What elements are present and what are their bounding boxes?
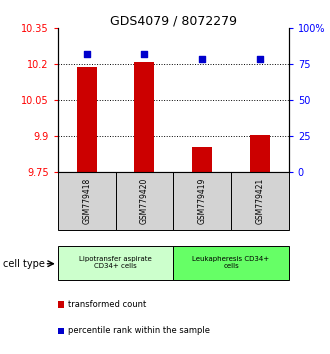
Bar xyxy=(58,328,64,334)
Text: GSM779418: GSM779418 xyxy=(82,178,91,224)
Text: GSM779421: GSM779421 xyxy=(255,178,264,224)
Bar xyxy=(192,147,212,172)
Point xyxy=(142,51,147,57)
Bar xyxy=(231,172,289,230)
Point xyxy=(199,56,205,62)
Bar xyxy=(173,172,231,230)
Bar xyxy=(134,62,154,172)
Text: GSM779419: GSM779419 xyxy=(198,178,207,224)
Bar xyxy=(173,246,289,280)
Bar xyxy=(58,246,173,280)
Text: Lipotransfer aspirate
CD34+ cells: Lipotransfer aspirate CD34+ cells xyxy=(79,256,152,269)
Bar xyxy=(115,172,173,230)
Text: percentile rank within the sample: percentile rank within the sample xyxy=(68,326,210,336)
Title: GDS4079 / 8072279: GDS4079 / 8072279 xyxy=(110,14,237,27)
Text: GSM779420: GSM779420 xyxy=(140,178,149,224)
Text: transformed count: transformed count xyxy=(68,300,146,309)
Point xyxy=(84,51,89,57)
Bar xyxy=(250,135,270,172)
Bar xyxy=(58,301,64,308)
Text: cell type: cell type xyxy=(3,259,45,269)
Point xyxy=(257,56,263,62)
Bar xyxy=(77,67,97,172)
Bar xyxy=(58,172,115,230)
Text: Leukapheresis CD34+
cells: Leukapheresis CD34+ cells xyxy=(192,256,270,269)
